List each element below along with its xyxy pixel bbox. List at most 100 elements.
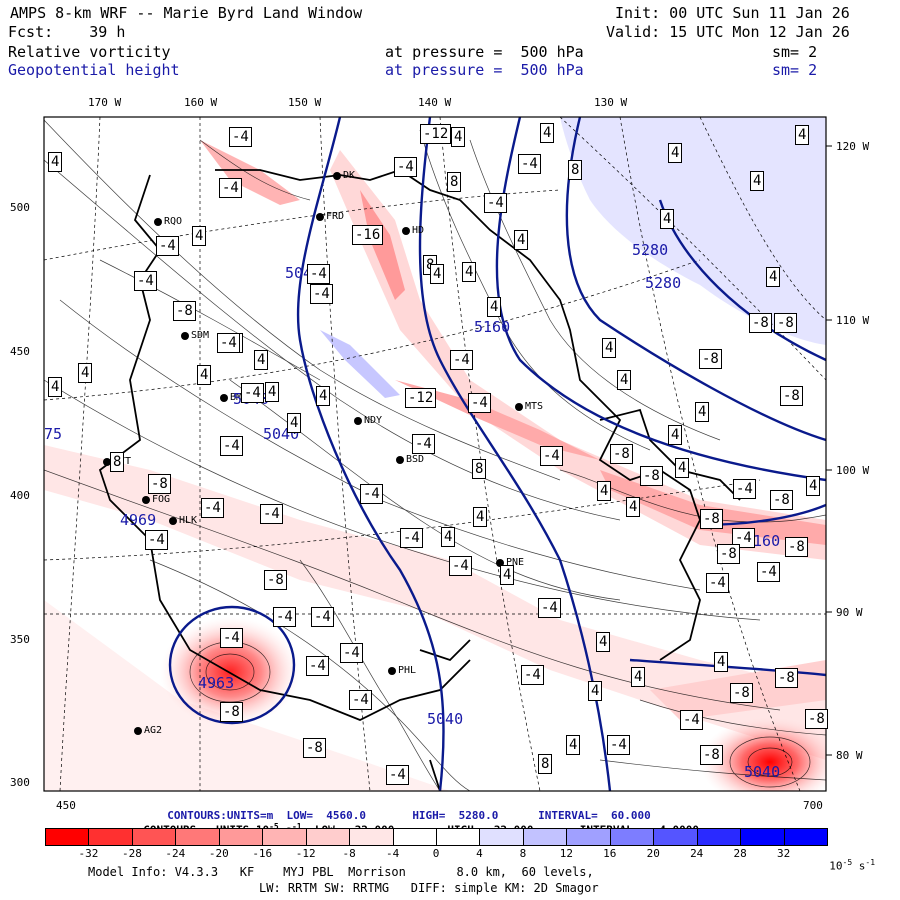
vorticity-contour-label: -8 <box>780 386 803 406</box>
vorticity-contour-label: -4 <box>450 350 473 370</box>
right-lon-label: 100 W <box>836 464 870 477</box>
colorbar-swatch <box>218 828 264 846</box>
vorticity-contour-label: 4 <box>316 386 331 406</box>
vorticity-contour-label: 8 <box>110 452 125 472</box>
vorticity-contour-label: 4 <box>588 681 603 701</box>
colorbar-tick-label: 4 <box>476 847 483 860</box>
vorticity-contour-label: -4 <box>706 573 729 593</box>
left-y-label: 400 <box>10 489 30 502</box>
vorticity-contour-label: 4 <box>487 297 502 317</box>
vorticity-contour-label: -12 <box>420 124 452 144</box>
vorticity-contour-label: -4 <box>311 607 334 627</box>
vorticity-contour-label: -8 <box>717 544 740 564</box>
vorticity-contour-label: -4 <box>134 271 157 291</box>
vorticity-contour-label: -4 <box>360 484 383 504</box>
height-contour-label: 5280 <box>632 241 669 259</box>
vorticity-contour-label: -8 <box>610 444 633 464</box>
model-info: Model Info: V4.3.3 KF MYJ PBL Morrison 8… <box>88 865 594 879</box>
station-marker <box>134 727 142 735</box>
colorbar-swatch <box>522 828 568 846</box>
height-contour-label: 5040 <box>427 710 464 728</box>
colorbar-swatch <box>653 828 698 846</box>
vorticity-contour-label: -4 <box>201 498 224 518</box>
station-marker <box>402 227 410 235</box>
colorbar-swatch <box>305 828 351 846</box>
contour-info-heights: CONTOURS:UNITS=m LOW= 4560.0 HIGH= 5280.… <box>167 809 651 822</box>
vorticity-contour-label: 4 <box>197 365 212 385</box>
station-label: BSD <box>406 454 425 465</box>
colorbar-tick-label: 32 <box>776 847 791 860</box>
vorticity-contour-label: 4 <box>287 413 302 433</box>
vorticity-contour-label: 4 <box>451 127 466 147</box>
vorticity-contour-label: -4 <box>468 393 491 413</box>
field2-name: Geopotential height <box>8 61 180 79</box>
vorticity-contour-label: -4 <box>145 530 168 550</box>
height-contour-label: 5160 <box>474 318 511 336</box>
valid-time: Valid: 15 UTC Mon 12 Jan 26 <box>606 23 850 41</box>
vorticity-contour-label: -4 <box>412 434 435 454</box>
station-marker <box>496 559 504 567</box>
station-marker <box>142 496 150 504</box>
station-marker <box>103 458 111 466</box>
vorticity-contour-label: -4 <box>757 562 780 582</box>
colorbar-swatch <box>262 828 307 846</box>
colorbar-tick-label: 0 <box>432 847 440 860</box>
vorticity-contour-label: 4 <box>806 476 821 496</box>
vorticity-contour-label: 4 <box>631 667 646 687</box>
vorticity-contour-label: -4 <box>217 333 240 353</box>
colorbar-tick-label: -28 <box>121 847 142 860</box>
colorbar-swatch <box>175 828 220 846</box>
vorticity-contour-label: 4 <box>795 125 810 145</box>
vorticity-shading <box>44 117 826 791</box>
colorbar-swatch <box>88 828 133 846</box>
vorticity-contour-label: 4 <box>602 338 617 358</box>
vorticity-contour-label: -4 <box>394 157 417 177</box>
vorticity-contour-label: -4 <box>307 264 330 284</box>
vorticity-contour-label: -8 <box>774 313 797 333</box>
top-lon-label: 160 W <box>184 96 218 109</box>
vorticity-contour-label: 4 <box>668 425 683 445</box>
vorticity-contour-label: 8 <box>447 172 462 192</box>
vorticity-contour-label: -4 <box>732 528 755 548</box>
vorticity-contour-label: 4 <box>441 527 456 547</box>
vorticity-contour-label: 4 <box>750 171 765 191</box>
left-y-label: 350 <box>10 633 30 646</box>
vorticity-contour-label: 4 <box>500 565 515 585</box>
vorticity-contour-label: 4 <box>48 152 63 172</box>
forecast-hour: Fcst: 39 h <box>8 23 126 41</box>
colorbar-tick-label: -8 <box>342 847 356 860</box>
station-marker <box>354 417 362 425</box>
station-marker <box>220 394 228 402</box>
vorticity-contour-label: 4 <box>473 507 488 527</box>
field2-level: at pressure = 500 hPa <box>385 61 584 79</box>
station-marker <box>316 213 324 221</box>
colorbar-swatch <box>45 828 90 846</box>
model-info-2: LW: RRTM SW: RRTMG DIFF: simple KM: 2D S… <box>259 881 599 895</box>
station-label: AG2 <box>144 725 163 736</box>
vorticity-contour-label: 4 <box>78 363 93 383</box>
colorbar-tick-label: -32 <box>78 847 99 860</box>
station-marker <box>169 517 177 525</box>
vorticity-contour-label: -8 <box>775 668 798 688</box>
station-label: RQO <box>164 216 183 227</box>
top-lon-label: 140 W <box>418 96 452 109</box>
colorbar-tick-label: -12 <box>295 847 316 860</box>
colorbar-tick-label: 28 <box>733 847 747 860</box>
vorticity-contour-label: -4 <box>220 436 243 456</box>
bottom-x-label-left: 450 <box>56 799 76 812</box>
height-contour-label: 4969 <box>120 511 157 529</box>
vorticity-contour-label: 4 <box>514 230 529 250</box>
left-y-label: 500 <box>10 201 30 214</box>
vorticity-contour-label: 8 <box>538 754 553 774</box>
vorticity-contour-label: -8 <box>148 474 171 494</box>
station-label: PHL <box>398 665 417 676</box>
vorticity-contour-label: 4 <box>714 652 729 672</box>
colorbar-tick-label: -16 <box>252 847 273 860</box>
colorbar-swatch <box>609 828 655 846</box>
colorbar-swatch <box>740 828 785 846</box>
vorticity-contour-label: 8 <box>472 459 487 479</box>
vorticity-contour-label: -4 <box>349 690 372 710</box>
field1-name: Relative vorticity <box>8 43 171 61</box>
vorticity-contour-label: -4 <box>484 193 507 213</box>
vorticity-contour-label: -8 <box>730 683 753 703</box>
